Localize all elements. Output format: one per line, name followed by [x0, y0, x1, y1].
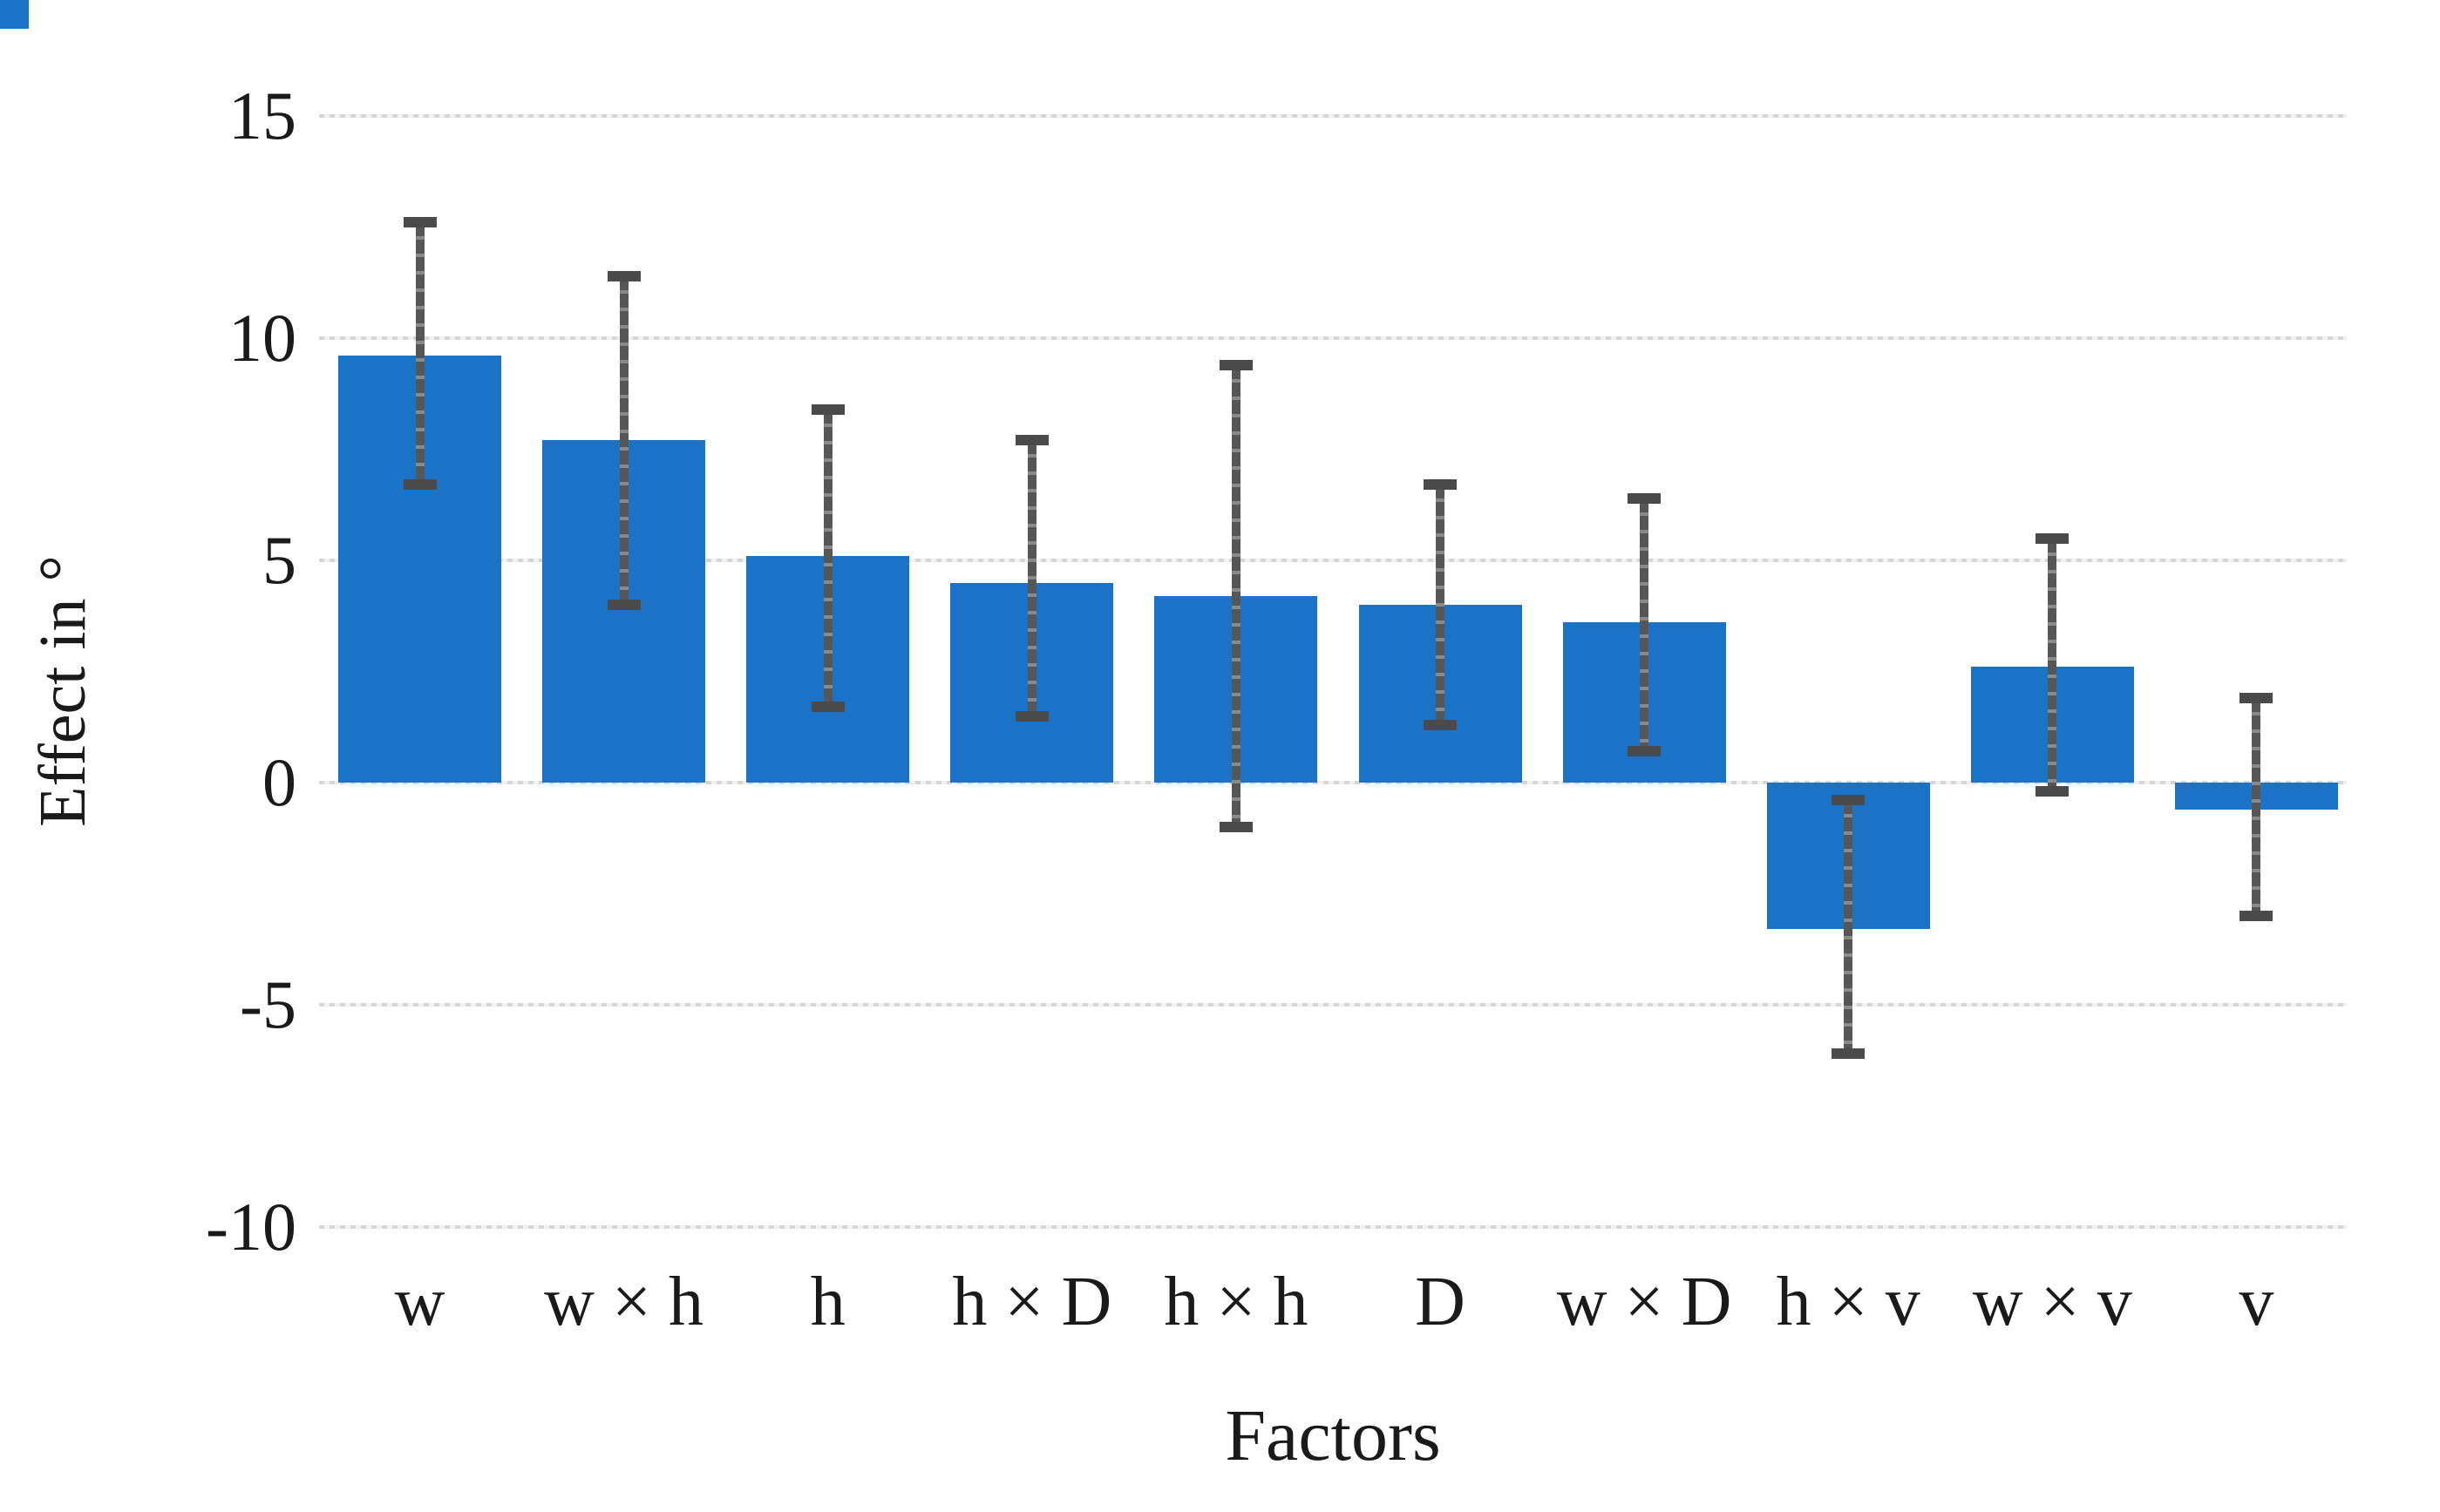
x-tick-label: w × D [1556, 1264, 1732, 1340]
error-bar-cap [403, 217, 437, 228]
error-bar-cap [1219, 359, 1253, 370]
y-tick-label: -5 [240, 966, 296, 1042]
x-tick-label: h [810, 1264, 846, 1340]
error-bar-cap [1424, 479, 1457, 491]
error-bar-cap [403, 479, 437, 491]
x-tick-label: v [2239, 1264, 2274, 1340]
error-bar-line [2048, 538, 2057, 792]
error-bar-cap [1424, 719, 1457, 730]
corner-mark [0, 0, 29, 29]
error-bar-line [1436, 485, 1444, 725]
error-bar-cap [607, 600, 641, 610]
y-axis-title: Effect in ° [26, 555, 99, 827]
y-tick-label: 5 [262, 522, 296, 598]
error-bar-cap [2036, 532, 2070, 544]
error-bar-line [1027, 440, 1036, 716]
x-axis-title: Factors [1225, 1395, 1441, 1476]
gridline [319, 1003, 2347, 1007]
y-tick-label: 15 [228, 78, 296, 153]
error-bar-cap [1832, 1048, 1866, 1060]
error-bar-line [415, 222, 425, 485]
x-tick-label: w × v [1972, 1264, 2132, 1340]
error-bar-cap [1832, 795, 1866, 806]
x-tick-label: h × h [1164, 1264, 1308, 1340]
error-bar-cap [2036, 786, 2070, 797]
error-bar-line [823, 409, 833, 708]
error-bar-line [1231, 364, 1240, 827]
gridline [319, 1225, 2347, 1229]
error-bar-cap [811, 702, 845, 713]
error-bar-line [2252, 698, 2261, 916]
error-bar-line [1844, 800, 1853, 1054]
gridline [319, 114, 2347, 118]
y-tick-label: -10 [206, 1189, 296, 1265]
error-bar-cap [1015, 435, 1049, 446]
error-bar-cap [811, 403, 845, 415]
error-bar-cap [1015, 710, 1049, 722]
gridline [319, 336, 2347, 340]
y-tick-label: 10 [228, 300, 296, 376]
error-bar-cap [1628, 746, 1662, 757]
gridline [319, 559, 2347, 562]
y-tick-label: 0 [262, 744, 296, 820]
error-bar-cap [1219, 822, 1253, 832]
error-bar-cap [2239, 911, 2273, 921]
error-bar-line [619, 275, 629, 605]
error-bar-cap [1628, 492, 1662, 504]
x-tick-label: w [394, 1264, 445, 1340]
x-tick-label: w × h [544, 1264, 704, 1340]
error-bar-cap [607, 270, 641, 281]
x-tick-label: h × D [952, 1264, 1112, 1340]
error-bar-cap [2239, 693, 2273, 704]
error-bar-line [1640, 498, 1649, 752]
gridline [319, 781, 2347, 784]
x-tick-label: h × v [1776, 1264, 1920, 1340]
x-tick-label: D [1415, 1264, 1465, 1340]
